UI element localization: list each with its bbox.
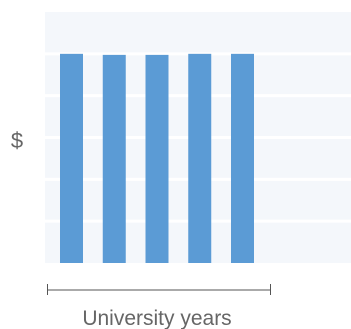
bar-1 [60, 53, 83, 264]
y-axis-label: $ [11, 128, 23, 153]
bar-4 [188, 53, 212, 264]
x-axis-label: University years [82, 307, 231, 329]
bar-2 [102, 54, 126, 263]
bar-5 [231, 53, 254, 264]
bars [60, 53, 254, 264]
bar-3 [145, 54, 169, 263]
